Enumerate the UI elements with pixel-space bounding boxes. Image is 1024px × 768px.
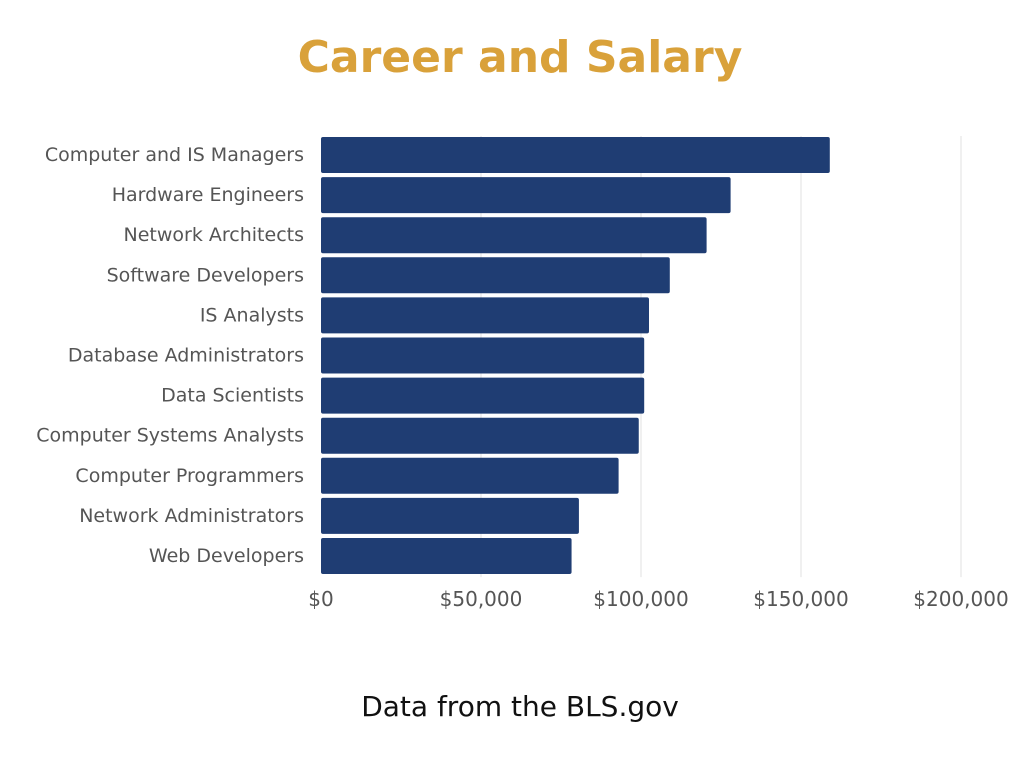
source-note: Data from the BLS.gov xyxy=(361,690,679,723)
category-label: Database Administrators xyxy=(68,345,304,367)
category-labels: Computer and IS Managers Hardware Enginee… xyxy=(36,144,304,567)
bar xyxy=(321,538,572,574)
bar xyxy=(321,457,619,494)
bar xyxy=(321,257,670,294)
category-label: Network Administrators xyxy=(79,505,304,527)
bar xyxy=(321,417,639,454)
x-tick-labels: $0 $50,000 $100,000 $150,000 $200,000 xyxy=(308,587,1008,611)
category-label: Computer Programmers xyxy=(75,465,304,487)
bar xyxy=(321,337,645,374)
bar xyxy=(321,377,645,414)
x-tick-label: $0 xyxy=(308,587,333,611)
category-label: Data Scientists xyxy=(161,385,304,407)
x-tick-label: $100,000 xyxy=(593,587,688,611)
chart-title: Career and Salary xyxy=(297,32,743,83)
category-label: Computer Systems Analysts xyxy=(36,425,304,447)
category-label: Computer and IS Managers xyxy=(45,144,304,166)
category-label: Web Developers xyxy=(149,545,304,567)
bars xyxy=(321,137,830,574)
bar xyxy=(321,217,707,254)
bar xyxy=(321,177,731,214)
category-label: Network Architects xyxy=(124,224,304,246)
category-label: Software Developers xyxy=(107,264,304,286)
bar xyxy=(321,297,649,334)
x-tick-label: $50,000 xyxy=(440,587,523,611)
category-label: IS Analysts xyxy=(200,304,304,326)
bar xyxy=(321,497,579,534)
x-tick-label: $150,000 xyxy=(753,587,848,611)
x-tick-label: $200,000 xyxy=(913,587,1008,611)
bar xyxy=(321,137,830,173)
category-label: Hardware Engineers xyxy=(112,184,304,206)
